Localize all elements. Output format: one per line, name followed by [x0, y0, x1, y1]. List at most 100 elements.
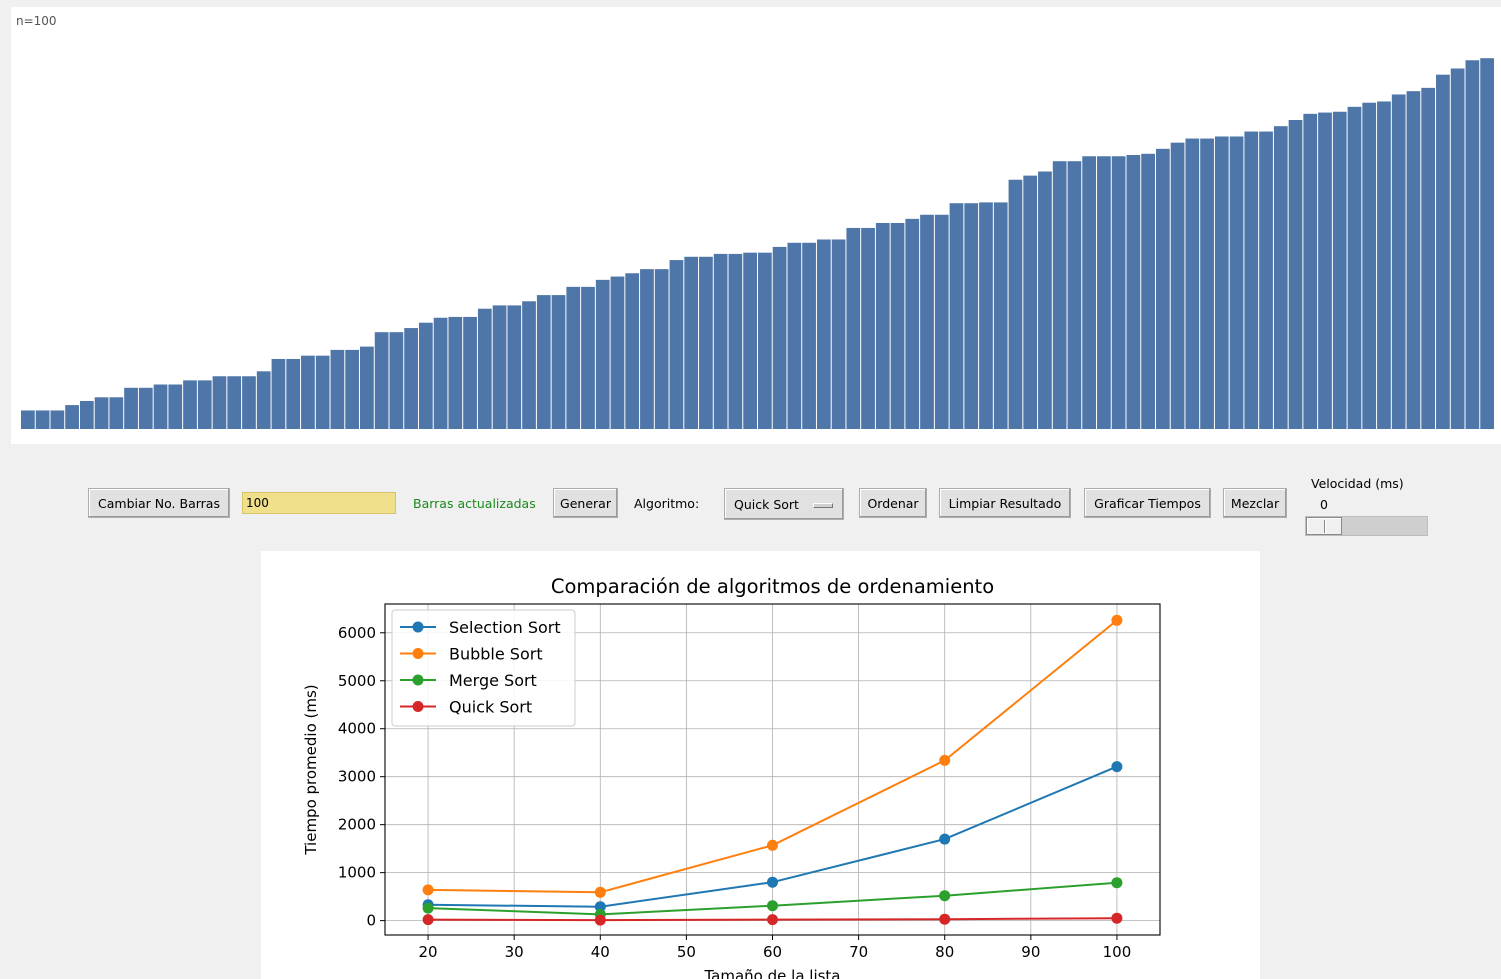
speed-label: Velocidad (ms) [1311, 476, 1404, 491]
bar [1273, 126, 1288, 430]
slider-grip-icon [1324, 520, 1325, 533]
data-point [939, 833, 951, 845]
bar [1067, 161, 1082, 429]
bar [1465, 60, 1480, 429]
clear-result-button[interactable]: Limpiar Resultado [939, 488, 1071, 518]
y-tick-label: 2000 [338, 816, 376, 834]
bar [507, 305, 522, 429]
bar [138, 387, 153, 429]
legend-label: Quick Sort [449, 698, 532, 717]
legend [391, 609, 576, 727]
algorithm-select[interactable]: Quick Sort [724, 488, 844, 520]
bar [551, 295, 566, 429]
change-bars-button[interactable]: Cambiar No. Barras [88, 488, 230, 518]
bar [890, 223, 905, 429]
y-tick-label: 5000 [338, 672, 376, 690]
sort-button[interactable]: Ordenar [859, 488, 927, 518]
shuffle-button[interactable]: Mezclar [1223, 488, 1287, 518]
bar [109, 397, 124, 429]
bar [124, 387, 138, 429]
bar [477, 308, 492, 429]
bar [197, 380, 212, 429]
x-tick-label: 30 [505, 943, 524, 961]
bar [301, 355, 315, 429]
bar [861, 227, 875, 429]
bar [566, 286, 581, 429]
data-point [1111, 877, 1123, 889]
bar [153, 384, 168, 429]
bars-count-input[interactable] [242, 492, 396, 514]
bar [50, 410, 65, 429]
bar [713, 253, 728, 429]
bar [669, 260, 684, 429]
bar [1259, 131, 1273, 429]
x-tick-label: 90 [1021, 943, 1040, 961]
bar [1155, 148, 1170, 429]
bar [875, 223, 890, 429]
bar [227, 376, 242, 429]
bar [728, 253, 743, 429]
x-tick-label: 20 [419, 943, 438, 961]
bar [964, 203, 979, 429]
bar [35, 410, 50, 429]
legend-marker [412, 648, 424, 659]
x-tick-label: 70 [849, 943, 868, 961]
bar [581, 286, 595, 429]
bar [1318, 112, 1332, 429]
algorithm-label: Algoritmo: [634, 496, 700, 511]
data-point [939, 913, 951, 925]
bar [699, 256, 713, 429]
bar [242, 376, 256, 429]
bar [1450, 68, 1465, 429]
bar [787, 242, 802, 429]
chart-title: Comparación de algoritmos de ordenamient… [551, 575, 994, 598]
bar [404, 328, 418, 429]
x-tick-label: 50 [677, 943, 696, 961]
y-tick-label: 4000 [338, 720, 376, 738]
bar [1288, 120, 1303, 429]
x-axis-label: Tamaño de la lista [704, 967, 841, 979]
bar [360, 346, 374, 429]
bar [758, 252, 772, 429]
data-point [594, 901, 606, 913]
bar [610, 276, 625, 429]
x-tick-label: 60 [763, 943, 782, 961]
bar [315, 355, 330, 429]
bar [934, 214, 949, 429]
bar [595, 279, 610, 429]
y-tick-label: 3000 [338, 768, 376, 786]
bar [1200, 138, 1214, 430]
algorithm-select-value: Quick Sort [734, 496, 799, 512]
data-point [767, 900, 778, 912]
bar [1097, 156, 1111, 429]
bar [1244, 131, 1259, 429]
bar [846, 227, 861, 429]
bar [345, 349, 360, 429]
generate-button[interactable]: Generar [553, 488, 618, 518]
bar [1038, 171, 1052, 429]
data-point [594, 886, 606, 898]
bar [905, 218, 920, 429]
bar [79, 400, 94, 429]
plot-times-button[interactable]: Graficar Tiempos [1084, 488, 1211, 518]
bar [1406, 91, 1421, 429]
y-tick-label: 0 [366, 912, 376, 930]
timing-chart: 20 30 40 50 60 70 80 90 100010002000300040005000… [302, 575, 1161, 979]
data-point [767, 914, 778, 926]
speed-slider-handle[interactable] [1306, 517, 1342, 535]
bar [1141, 153, 1155, 429]
bar [492, 305, 507, 429]
legend-label: Bubble Sort [449, 645, 543, 664]
data-point [1111, 912, 1123, 924]
y-tick-label: 6000 [338, 624, 376, 642]
bar [1170, 142, 1185, 429]
bar [920, 214, 934, 429]
bar [684, 256, 699, 429]
bar [1008, 179, 1023, 429]
bar [625, 273, 640, 429]
bar [1362, 102, 1377, 429]
bar [654, 269, 669, 429]
x-tick-label: 100 [1103, 943, 1132, 961]
bar [65, 405, 79, 429]
y-tick-label: 1000 [338, 864, 376, 882]
